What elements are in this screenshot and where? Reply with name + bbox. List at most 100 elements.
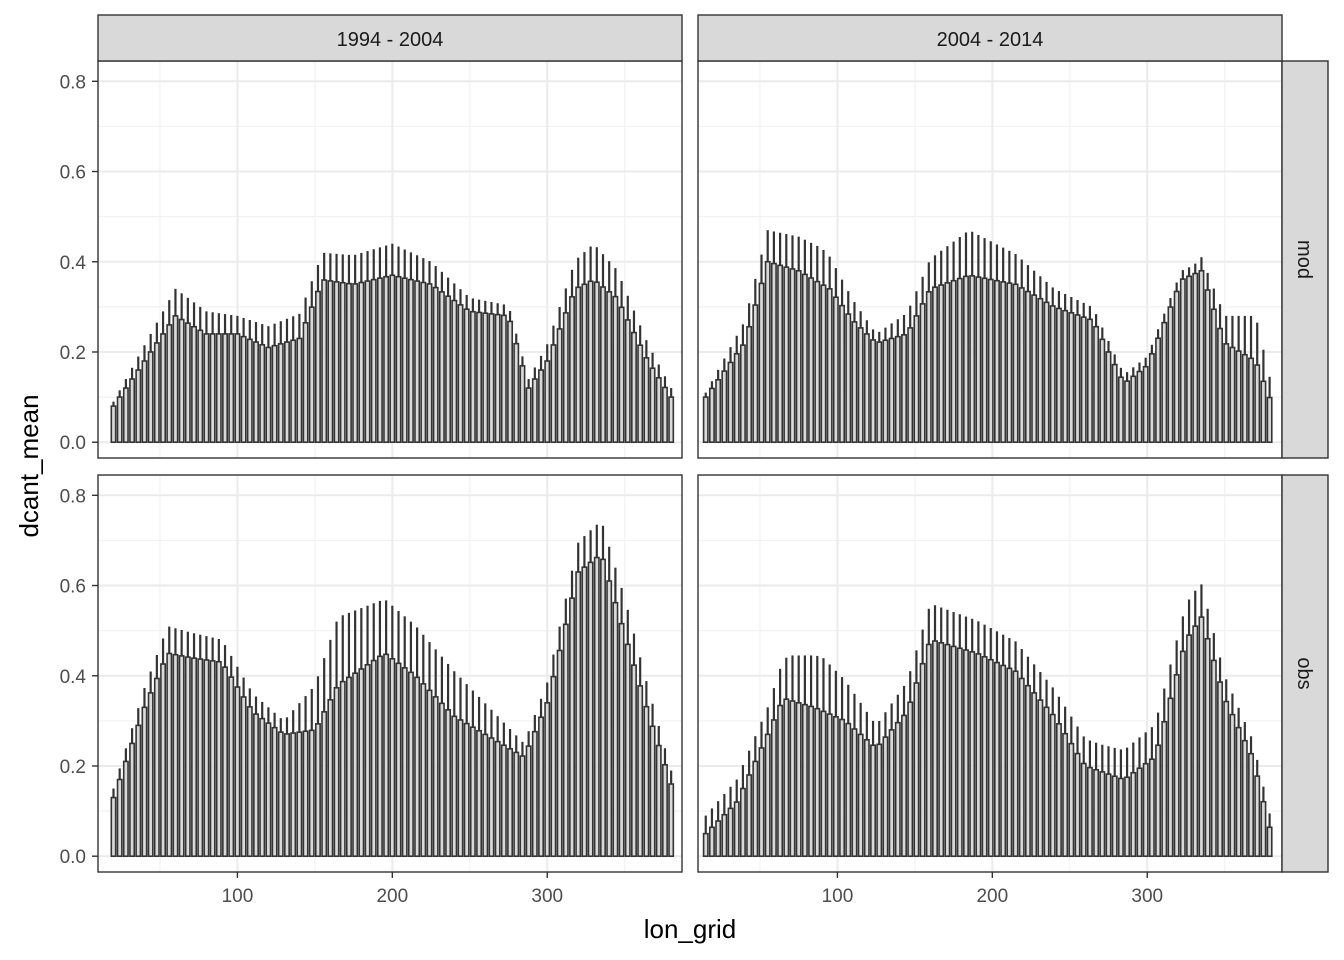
bar-p4 [1217, 681, 1224, 858]
bar-p3 [463, 722, 470, 858]
y-tick-label: 0.4 [60, 667, 87, 688]
bar-p3 [110, 796, 117, 858]
bar-p2 [888, 337, 895, 444]
bar-p4 [1136, 767, 1143, 858]
strip-label-row-1: mod [1293, 240, 1315, 279]
bar-p3 [544, 702, 551, 858]
bar-p4 [969, 651, 976, 858]
bar-p1 [445, 295, 452, 444]
bar-p2 [1136, 370, 1143, 444]
bar-p2 [1167, 306, 1174, 444]
bar-p2 [975, 276, 982, 444]
bar-p3 [290, 732, 297, 858]
bar-p3 [222, 666, 228, 858]
bar-p2 [956, 277, 963, 444]
bar-p3 [519, 755, 526, 858]
bar-p1 [463, 308, 470, 444]
bars-layer [110, 230, 1273, 858]
bar-p3 [407, 671, 414, 858]
bar-p1 [500, 314, 507, 444]
bar-p3 [513, 751, 520, 858]
bar-p3 [469, 726, 476, 858]
bar-p2 [1018, 287, 1025, 444]
bar-p4 [987, 658, 994, 858]
bar-p2 [1080, 316, 1087, 444]
bar-p4 [1093, 768, 1100, 858]
bar-p1 [631, 331, 637, 444]
bar-p4 [795, 702, 802, 858]
bar-p4 [975, 653, 982, 858]
bar-p3 [507, 748, 514, 858]
bar-p1 [513, 342, 520, 444]
bar-p1 [637, 344, 644, 444]
bar-p3 [135, 724, 142, 858]
bar-p2 [1068, 312, 1075, 444]
bar-p2 [1241, 353, 1248, 444]
bar-p3 [376, 655, 383, 858]
bar-p3 [643, 705, 650, 858]
bar-p1 [327, 280, 334, 444]
bar-p3 [166, 652, 173, 858]
bar-p3 [160, 663, 167, 858]
bar-p2 [814, 280, 821, 444]
bar-p1 [600, 286, 606, 444]
bar-p2 [801, 273, 808, 444]
bar-p1 [240, 335, 247, 444]
bar-p1 [432, 286, 439, 444]
bar-p3 [661, 763, 668, 858]
bar-p3 [655, 744, 662, 858]
bar-p1 [376, 277, 383, 444]
bar-p2 [1248, 357, 1254, 444]
bar-p2 [938, 284, 945, 444]
bar-p3 [420, 683, 427, 858]
bar-p2 [783, 266, 790, 444]
bar-p2 [727, 361, 734, 444]
bar-p4 [1235, 726, 1242, 858]
bar-p4 [907, 701, 914, 858]
bar-p3 [383, 653, 390, 858]
bar-p3 [308, 729, 315, 858]
bar-p1 [482, 312, 489, 444]
bar-p4 [857, 733, 864, 858]
bar-p4 [770, 719, 777, 858]
bar-p4 [1186, 634, 1193, 858]
bar-p3 [364, 663, 371, 858]
bar-p1 [259, 343, 266, 444]
bar-p3 [494, 740, 501, 858]
y-tick-label: 0.2 [60, 757, 86, 778]
bar-p3 [538, 716, 545, 858]
y-tick-label: 0.6 [60, 577, 86, 598]
bar-p3 [129, 742, 136, 858]
bar-p4 [764, 733, 771, 858]
bar-p1 [172, 315, 179, 444]
bar-p2 [1024, 290, 1031, 444]
bar-p2 [808, 277, 815, 444]
bar-p2 [708, 387, 715, 444]
bar-p4 [752, 760, 759, 858]
bar-p1 [420, 281, 427, 444]
bar-p3 [414, 676, 421, 858]
bar-p1 [655, 377, 662, 444]
bar-p3 [569, 597, 575, 858]
bar-p3 [432, 696, 439, 858]
bar-p4 [1179, 650, 1186, 858]
bar-p3 [122, 760, 129, 858]
bar-p3 [358, 668, 365, 858]
bar-p2 [870, 339, 877, 444]
bar-p1 [339, 281, 346, 444]
bar-p4 [1229, 713, 1236, 858]
bar-p1 [414, 280, 421, 444]
bar-p3 [401, 667, 408, 858]
bar-p1 [197, 329, 204, 444]
bar-p1 [352, 283, 359, 444]
bar-p4 [1192, 625, 1199, 858]
bar-p3 [172, 653, 179, 858]
bar-p1 [618, 306, 625, 444]
bar-p3 [345, 676, 352, 858]
bar-p2 [994, 279, 1000, 444]
bar-p4 [1266, 826, 1273, 858]
bar-p2 [1093, 325, 1100, 444]
bar-p1 [166, 324, 173, 444]
bar-p4 [1148, 758, 1155, 858]
bar-p2 [1179, 278, 1186, 444]
